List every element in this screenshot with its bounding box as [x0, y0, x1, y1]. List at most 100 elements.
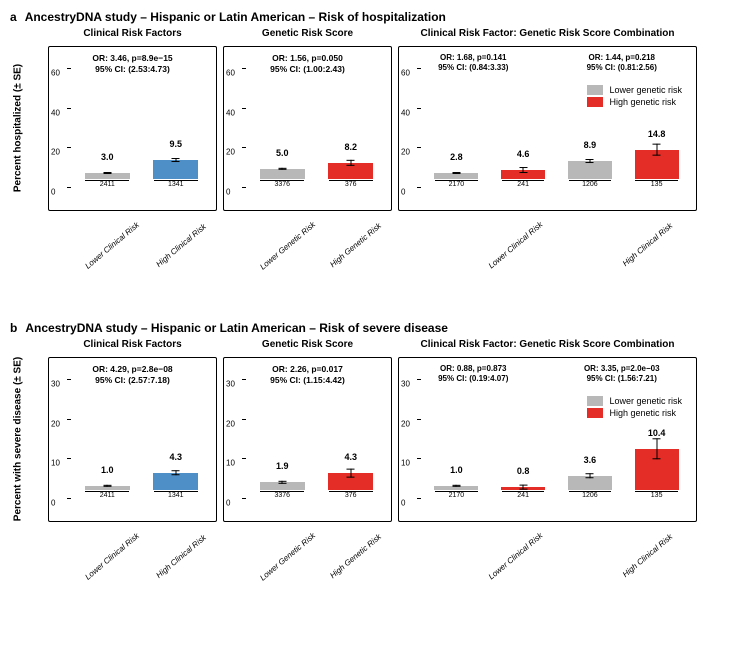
y-axis-label: Percent hospitalized (± SE)	[13, 64, 24, 192]
panel-letter: a	[10, 10, 17, 24]
y-tick-label: 0	[401, 499, 405, 508]
chart-row: Percent hospitalized (± SE) Clinical Risk…	[10, 28, 723, 293]
n-label: 2411	[85, 180, 129, 188]
y-tick-label: 0	[51, 188, 55, 197]
n-label: 1206	[569, 491, 612, 499]
bar-wrap: 10.4135	[623, 362, 690, 499]
bar: 10.4	[635, 449, 679, 490]
bar-value-label: 8.9	[584, 140, 597, 150]
plot-area: 1.021700.82413.6120610.4135	[423, 362, 690, 499]
panel-letter: b	[10, 321, 17, 335]
error-bar	[523, 484, 524, 489]
bar-value-label: 4.6	[517, 149, 530, 159]
y-tick-label: 10	[226, 459, 235, 468]
bar: 1.9	[260, 482, 305, 490]
panel: aAncestryDNA study – Hispanic or Latin A…	[10, 10, 723, 293]
bar-wrap: 0.8241	[490, 362, 557, 499]
subplot: Clinical Risk Factor: Genetic Risk Score…	[398, 28, 697, 293]
plot-box: 0204060OR: 1.56, p=0.05095% CI: (1.00:2.…	[223, 46, 392, 211]
x-tick-label: Lower Clinical Risk	[83, 531, 141, 582]
bar-value-label: 5.0	[276, 148, 289, 158]
subplot: Clinical Risk Factor: Genetic Risk Score…	[398, 339, 697, 604]
y-tick-label: 40	[401, 108, 410, 117]
y-tick-line	[417, 458, 421, 459]
subplot-title: Clinical Risk Factors	[48, 339, 217, 357]
subplot: Clinical Risk Factors0204060OR: 3.46, p=…	[48, 28, 217, 293]
bar-value-label: 9.5	[169, 139, 182, 149]
bars: 2.8 2170 4.6 241 8.9 1206 14.8135	[423, 51, 690, 188]
x-label-group: High Clinical RiskHigh Clinical Risk	[558, 521, 690, 530]
y-tick-label: 0	[51, 499, 55, 508]
y-tick-line	[67, 419, 71, 420]
n-label: 3376	[260, 491, 304, 499]
bar-wrap: 3.61206	[557, 362, 624, 499]
y-tick-label: 40	[51, 108, 60, 117]
bar: 4.3	[328, 473, 373, 490]
x-labels: Lower Genetic RiskHigh Genetic Risk	[248, 210, 385, 219]
bar-value-label: 3.0	[101, 152, 114, 162]
y-tick-line	[417, 147, 421, 148]
n-label: 241	[502, 180, 545, 188]
x-tick-label: Lower Clinical Risk	[486, 220, 544, 270]
bar-value-label: 10.4	[648, 428, 666, 438]
n-label: 376	[329, 180, 373, 188]
subplot-title: Clinical Risk Factor: Genetic Risk Score…	[398, 339, 697, 357]
bar: 0.8	[501, 487, 545, 490]
y-tick-line	[67, 458, 71, 459]
y-tick-line	[67, 498, 71, 499]
x-tick-label: Lower Genetic Risk	[258, 531, 317, 582]
bar-wrap: 4.6 241	[490, 51, 557, 188]
bar-wrap: 8.9 1206	[557, 51, 624, 188]
n-label: 241	[502, 491, 545, 499]
bars: 1.024114.31341	[73, 362, 210, 499]
x-tick-label: High Clinical Risk	[152, 531, 210, 582]
n-label: 2170	[435, 180, 478, 188]
y-tick-line	[242, 458, 246, 459]
bar-value-label: 3.6	[584, 455, 597, 465]
bar-group: 8.9 1206 14.8135	[557, 51, 691, 188]
panel-title: bAncestryDNA study – Hispanic or Latin A…	[10, 321, 723, 335]
bar: 9.5	[153, 160, 198, 179]
bar: 3.6	[568, 476, 612, 490]
y-tick-label: 0	[226, 188, 230, 197]
x-labels: Lower Genetic RiskHigh Genetic Risk	[248, 521, 385, 530]
y-tick-line	[242, 68, 246, 69]
bar-value-label: 2.8	[450, 152, 463, 162]
y-tick-line	[242, 108, 246, 109]
plot-area: 3.024119.51341	[73, 51, 210, 188]
y-tick-label: 60	[51, 68, 60, 77]
panel-title: aAncestryDNA study – Hispanic or Latin A…	[10, 10, 723, 24]
bar-value-label: 4.3	[344, 452, 357, 462]
plot-area: 5.033768.2376	[248, 51, 385, 188]
x-labels: Lower Clinical RiskHigh Clinical Risk	[73, 210, 210, 219]
y-tick-label: 20	[226, 419, 235, 428]
y-tick-line	[242, 187, 246, 188]
n-label: 135	[635, 491, 678, 499]
error-bar	[107, 172, 108, 174]
error-bar	[175, 470, 176, 476]
plot-area: 2.8 2170 4.6 241 8.9 1206 14.8135	[423, 51, 690, 188]
error-bar	[175, 158, 176, 162]
bars: 1.021700.82413.6120610.4135	[423, 362, 690, 499]
y-tick-label: 10	[401, 459, 410, 468]
n-label: 1206	[569, 180, 612, 188]
x-labels: Lower Clinical RiskLower Clinical RiskHi…	[423, 210, 690, 219]
bar-group: 2.8 2170 4.6 241	[423, 51, 557, 188]
n-label: 1341	[154, 180, 198, 188]
y-tick-label: 30	[51, 379, 60, 388]
y-tick-label: 30	[226, 379, 235, 388]
bar-value-label: 1.0	[450, 465, 463, 475]
y-tick-line	[67, 108, 71, 109]
error-bar	[282, 481, 283, 483]
y-tick-line	[67, 147, 71, 148]
subplot: Clinical Risk Factors0102030OR: 4.29, p=…	[48, 339, 217, 604]
bar-wrap: 2.8 2170	[423, 51, 490, 188]
bar-value-label: 0.8	[517, 466, 530, 476]
bar: 3.0	[85, 173, 130, 179]
bar-group: 1.021700.8241	[423, 362, 557, 499]
y-tick-line	[67, 68, 71, 69]
y-tick-line	[242, 498, 246, 499]
subplot: Genetic Risk Score0204060OR: 1.56, p=0.0…	[223, 28, 392, 293]
bar: 14.8	[635, 150, 679, 179]
bar-wrap: 14.8135	[623, 51, 690, 188]
